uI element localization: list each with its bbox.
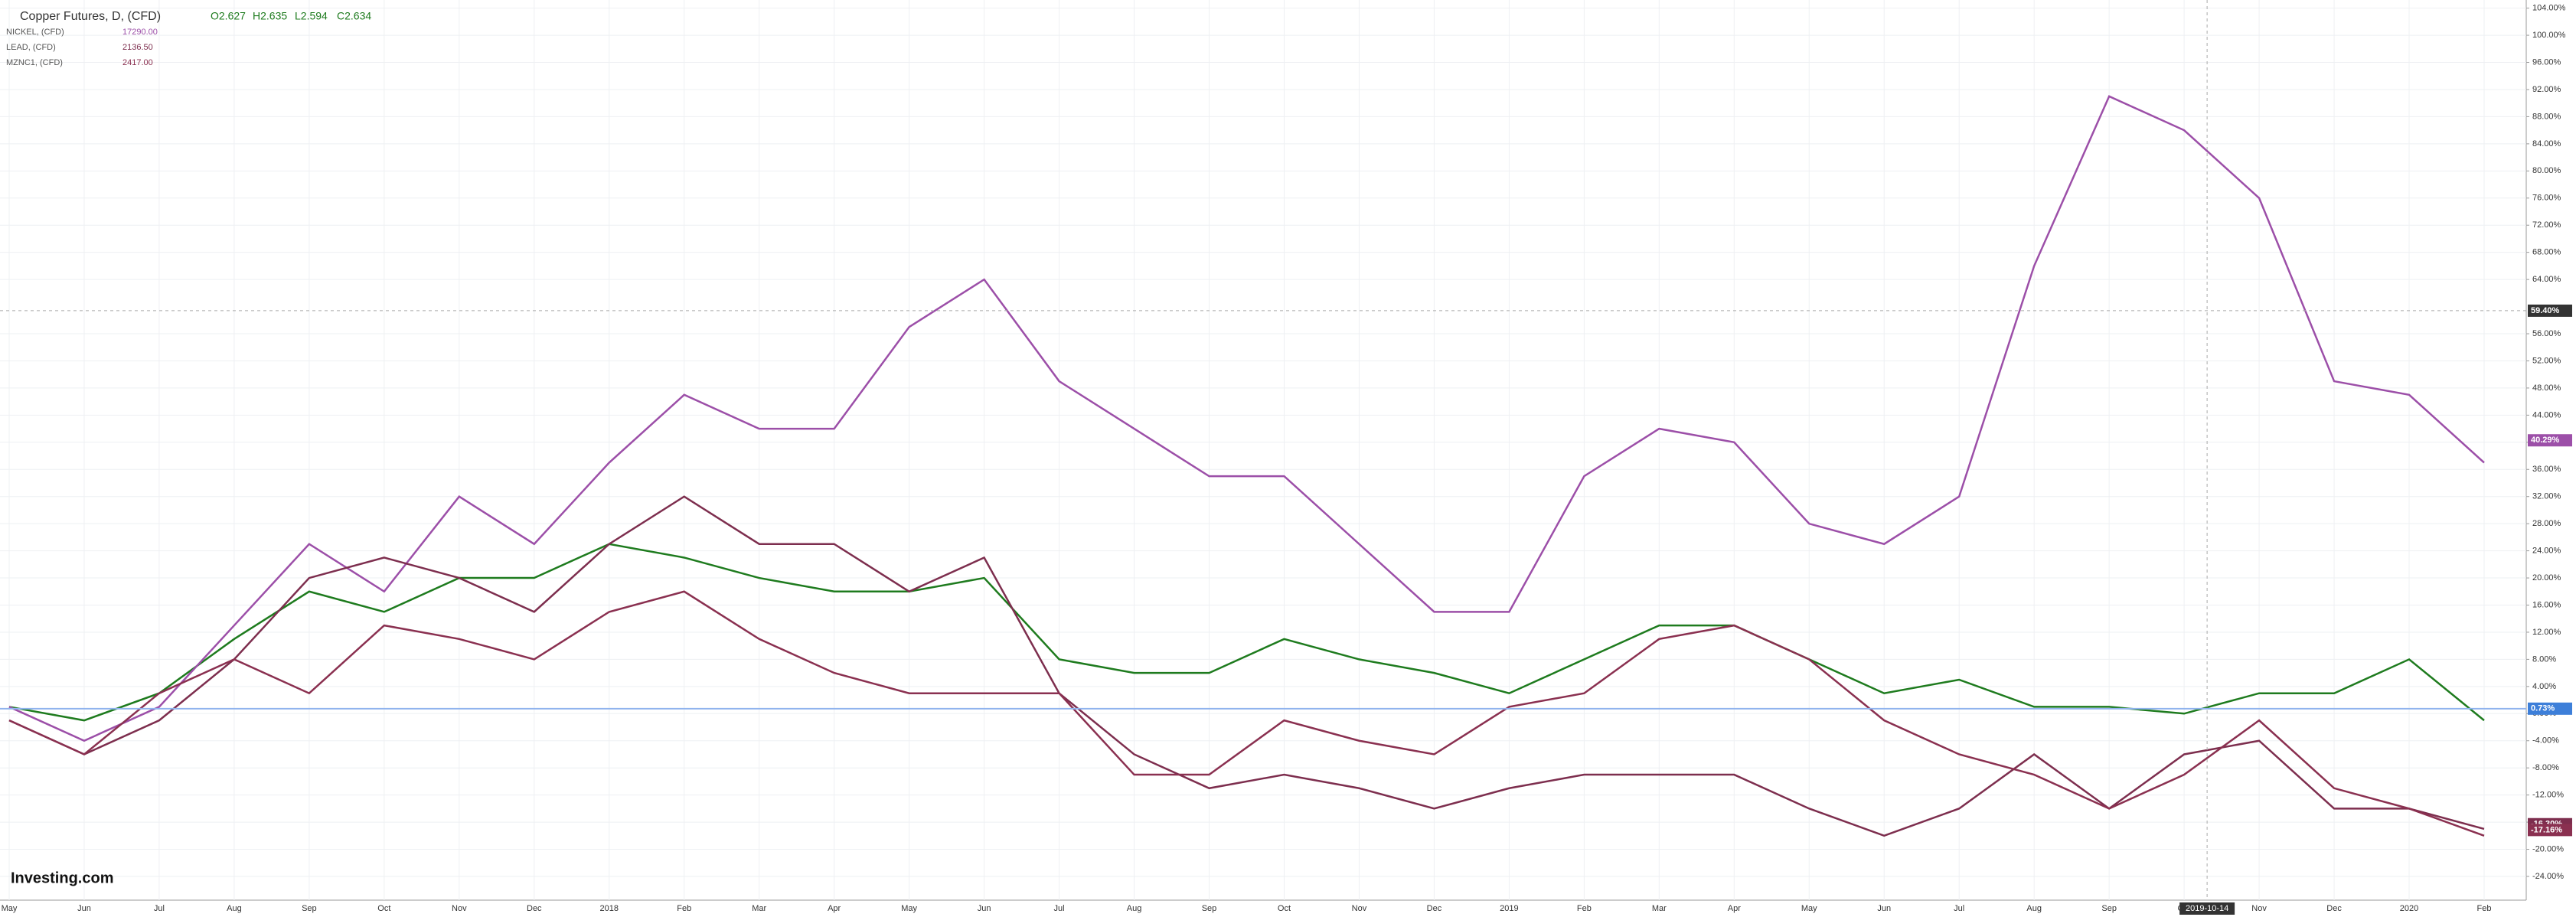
- x-tick-label: 2019: [1500, 904, 1518, 913]
- x-tick-label: Feb: [677, 904, 691, 913]
- y-tick-label: 76.00%: [2532, 194, 2561, 203]
- y-tick-label: -8.00%: [2532, 763, 2559, 772]
- x-tick-label: Mar: [752, 904, 766, 913]
- y-tick-label: 8.00%: [2532, 654, 2556, 664]
- y-tick-label: 84.00%: [2532, 139, 2561, 148]
- x-tick-label: Jun: [1877, 904, 1891, 913]
- x-tick-label: Feb: [2477, 904, 2492, 913]
- x-tick-label: Sep: [1202, 904, 1217, 913]
- price-badge-label: 0.73%: [2531, 704, 2555, 713]
- y-tick-label: 4.00%: [2532, 682, 2556, 691]
- series-line: [8, 590, 2485, 837]
- date-badge: [2179, 902, 2235, 915]
- x-tick-label: May: [2, 904, 18, 913]
- x-tick-label: Jun: [77, 904, 91, 913]
- y-tick-label: -20.00%: [2532, 844, 2564, 853]
- y-tick-label: 28.00%: [2532, 519, 2561, 528]
- date-badge-label: 2019-10-14: [2186, 904, 2228, 913]
- x-tick-label: May: [1801, 904, 1817, 913]
- x-tick-label: Jul: [1954, 904, 1964, 913]
- ohlc-value: O2.627: [211, 10, 246, 22]
- y-tick-label: 64.00%: [2532, 275, 2561, 284]
- ohlc-value: C2.634: [337, 10, 371, 22]
- logo: Investing.com: [11, 870, 113, 886]
- x-tick-label: Dec: [527, 904, 542, 913]
- y-tick-label: -24.00%: [2532, 872, 2564, 881]
- series-line: [8, 495, 2485, 837]
- x-tick-label: Aug: [1127, 904, 1142, 913]
- y-tick-label: 92.00%: [2532, 85, 2561, 94]
- x-tick-label: Oct: [1278, 904, 1291, 913]
- price-badge: [2528, 304, 2572, 317]
- x-tick-label: May: [901, 904, 917, 913]
- y-tick-label: 96.00%: [2532, 57, 2561, 67]
- y-tick-label: -12.00%: [2532, 791, 2564, 800]
- price-badge: [2528, 434, 2572, 447]
- y-tick-label: 32.00%: [2532, 492, 2561, 501]
- y-tick-label: 88.00%: [2532, 112, 2561, 121]
- x-tick-label: Jun: [978, 904, 991, 913]
- x-tick-label: Aug: [2026, 904, 2042, 913]
- legend-name: LEAD, (CFD): [6, 43, 56, 52]
- price-badge: [2528, 702, 2572, 715]
- x-tick-label: Sep: [2101, 904, 2117, 913]
- price-badge-label: 40.29%: [2531, 436, 2560, 445]
- y-tick-label: 72.00%: [2532, 220, 2561, 230]
- y-tick-label: 24.00%: [2532, 547, 2561, 556]
- x-tick-label: Jul: [1054, 904, 1065, 913]
- x-tick-label: Dec: [1427, 904, 1442, 913]
- y-tick-label: 44.00%: [2532, 410, 2561, 419]
- x-tick-label: Nov: [1352, 904, 1367, 913]
- x-tick-label: Apr: [828, 904, 841, 913]
- series-line: [8, 95, 2485, 742]
- x-tick-label: Aug: [227, 904, 242, 913]
- x-tick-label: Jul: [154, 904, 165, 913]
- legend-value: 2136.50: [122, 43, 153, 52]
- legend: Copper Futures, D, (CFD) NICKEL, (CFD) 17…: [6, 10, 371, 67]
- price-badge-label: 59.40%: [2531, 306, 2560, 315]
- y-tick-label: -4.00%: [2532, 736, 2559, 746]
- chart-title: Copper Futures, D, (CFD): [20, 10, 161, 23]
- y-tick-label: 16.00%: [2532, 600, 2561, 609]
- y-tick-label: 68.00%: [2532, 248, 2561, 257]
- y-tick-label: 100.00%: [2532, 31, 2566, 40]
- x-tick-label: Feb: [1577, 904, 1592, 913]
- y-tick-label: 20.00%: [2532, 573, 2561, 583]
- y-tick-label: 36.00%: [2532, 465, 2561, 474]
- plot: [8, 95, 2485, 837]
- legend-value: 2417.00: [122, 58, 153, 67]
- ohlc-value: L2.594: [295, 10, 328, 22]
- y-tick-label: 48.00%: [2532, 383, 2561, 393]
- price-badge: [2528, 824, 2572, 837]
- x-tick-label: Apr: [1728, 904, 1741, 913]
- x-tick-label: Mar: [1652, 904, 1667, 913]
- series-line: [8, 543, 2485, 722]
- legend-name: MZNC1, (CFD): [6, 58, 63, 67]
- x-tick-label: Sep: [302, 904, 317, 913]
- x-tick-label: Dec: [2326, 904, 2342, 913]
- x-tick-label: Oct: [377, 904, 390, 913]
- x-tick-label: 2018: [600, 904, 619, 913]
- y-tick-label: 52.00%: [2532, 356, 2561, 365]
- x-tick-label: Nov: [452, 904, 467, 913]
- y-tick-label: 12.00%: [2532, 628, 2561, 637]
- y-tick-label: 56.00%: [2532, 329, 2561, 338]
- price-badge-label: -17.16%: [2531, 825, 2562, 834]
- legend-name: NICKEL, (CFD): [6, 28, 64, 37]
- y-tick-label: 80.00%: [2532, 166, 2561, 175]
- y-tick-label: 104.00%: [2532, 4, 2566, 13]
- x-tick-label: Nov: [2251, 904, 2267, 913]
- legend-value: 17290.00: [122, 28, 158, 37]
- x-tick-label: 2020: [2400, 904, 2418, 913]
- ohlc-value: H2.635: [253, 10, 287, 22]
